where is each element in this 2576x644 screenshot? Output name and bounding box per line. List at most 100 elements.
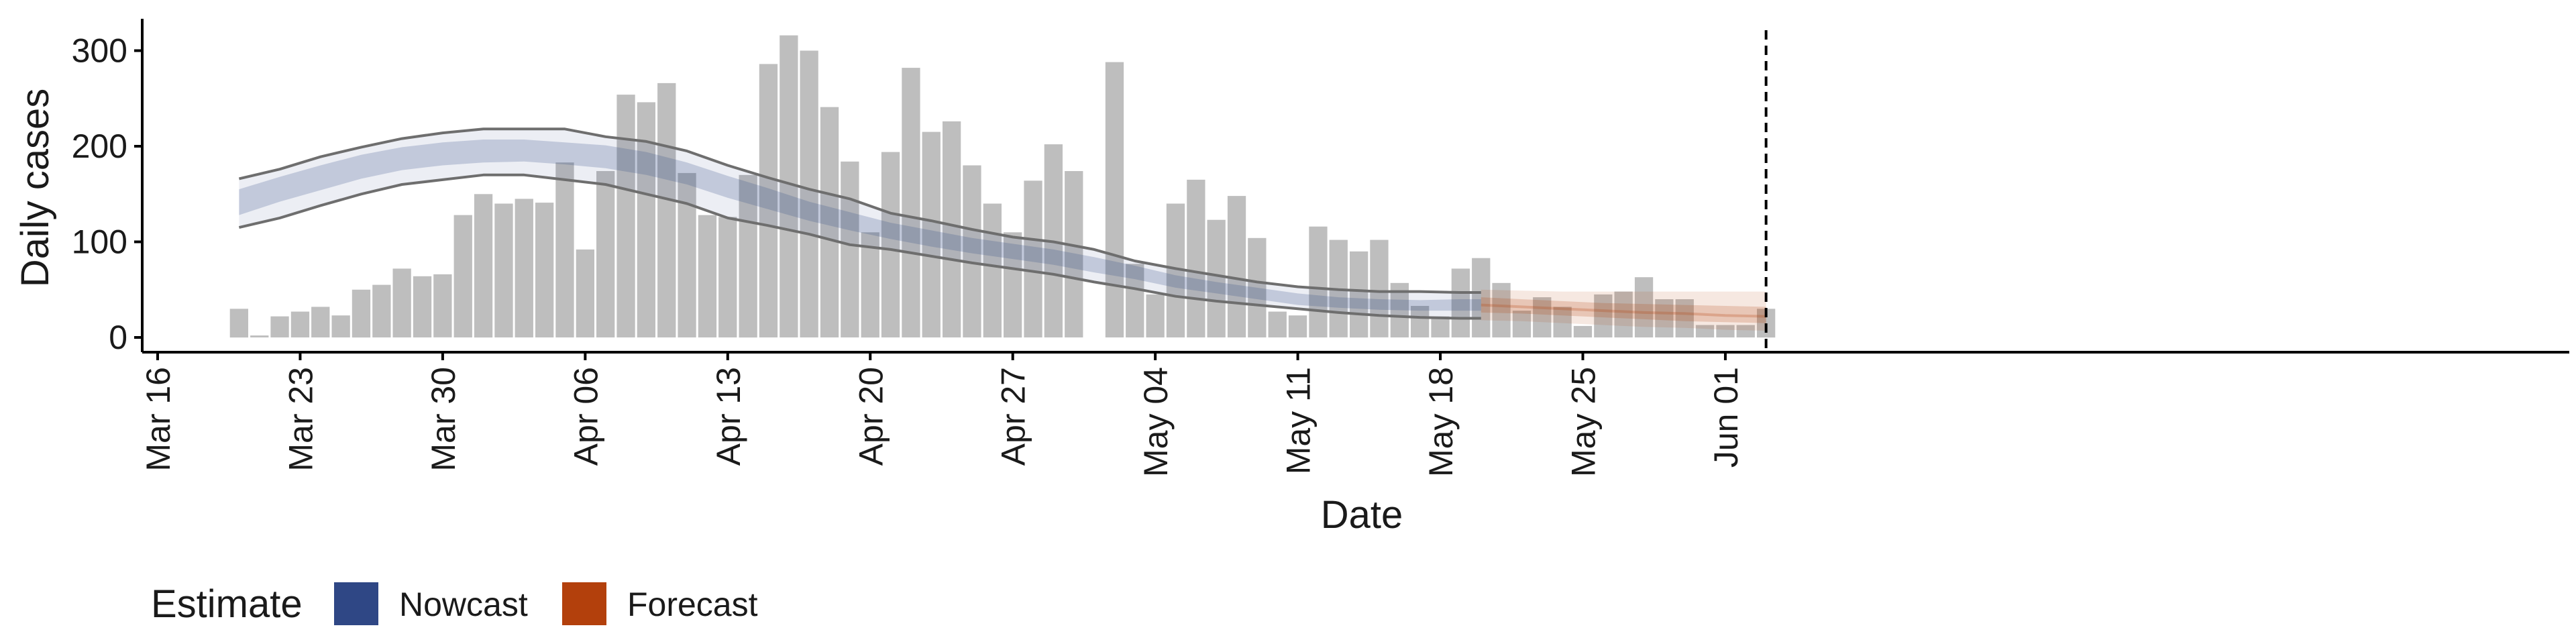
bar [718, 217, 737, 337]
legend-swatch-forecast [562, 582, 606, 625]
bar [637, 102, 655, 337]
bar [1614, 291, 1633, 337]
bar [1288, 315, 1307, 337]
bar [1533, 297, 1552, 337]
nowcast-outer-band [239, 129, 1481, 319]
bar [1065, 171, 1083, 337]
bar [311, 307, 330, 337]
bar [1105, 62, 1124, 337]
bar [453, 215, 472, 337]
bar [1675, 299, 1694, 337]
bar [331, 315, 350, 337]
x-tick-label: Apr 27 [995, 367, 1032, 466]
bar [1126, 264, 1144, 337]
forecast-median-line [1481, 303, 1766, 318]
x-tick-label: Jun 01 [1707, 367, 1745, 468]
bar [515, 199, 533, 337]
bar [983, 203, 1002, 337]
bar [1350, 251, 1368, 338]
x-axis-title: Date [1321, 493, 1403, 537]
bar [535, 203, 554, 337]
bar [372, 284, 391, 337]
bar [392, 268, 411, 337]
bar [270, 316, 289, 337]
nowcast-inner-band [239, 140, 1481, 311]
legend: Estimate Nowcast Forecast [151, 582, 758, 626]
x-tick-label: Mar 16 [140, 367, 177, 472]
bar [759, 64, 778, 338]
legend-label-forecast: Forecast [627, 586, 758, 623]
bar [922, 131, 941, 337]
forecast-outer-band [1481, 289, 1766, 331]
bar [1492, 282, 1511, 337]
bar [1187, 179, 1205, 337]
bar [1004, 232, 1022, 338]
bar [290, 311, 310, 337]
x-tick-label: May 18 [1422, 367, 1460, 477]
bar [861, 232, 879, 338]
x-tick-label: Mar 23 [282, 367, 319, 472]
forecast-inner-band [1481, 297, 1766, 323]
bar [576, 249, 594, 337]
bar [1716, 325, 1735, 337]
bar [1431, 316, 1450, 337]
bar [902, 68, 920, 337]
x-tick-label: Apr 20 [852, 367, 890, 466]
bar [943, 121, 961, 337]
bar [1411, 306, 1430, 337]
bar [1248, 237, 1267, 337]
bar [1655, 299, 1674, 337]
nowcast-upper-line [238, 127, 1481, 294]
bar [1594, 294, 1613, 337]
x-tick-label: May 04 [1137, 367, 1175, 477]
x-tick-label: May 25 [1565, 367, 1603, 477]
x-tick-label: Mar 30 [425, 367, 462, 472]
estimate-bands-layer [238, 127, 1766, 331]
x-tick-label: May 11 [1280, 367, 1318, 474]
bar [800, 50, 818, 337]
legend-title: Estimate [151, 582, 303, 626]
bar [841, 161, 859, 338]
bar [413, 276, 432, 337]
legend-label-nowcast: Nowcast [399, 586, 528, 623]
bar [1472, 258, 1491, 337]
bar [1573, 325, 1593, 337]
bar [820, 107, 839, 337]
x-tick-label: Apr 13 [710, 367, 747, 466]
y-tick-label: 0 [109, 319, 127, 356]
bar [1268, 311, 1287, 337]
bar [1227, 196, 1246, 337]
axes-layer: 0 100 200 300 Mar 16 Mar 23 Mar 30 Apr 06 Apr 13… [72, 19, 2569, 477]
bar [1512, 311, 1532, 337]
y-tick-label: 100 [72, 223, 127, 261]
x-tick-label: Apr 06 [567, 367, 604, 466]
nowcast-lower-line [238, 173, 1481, 320]
bars-layer [229, 35, 1776, 338]
bar [1553, 307, 1572, 337]
legend-swatch-nowcast [334, 582, 378, 625]
bar [678, 172, 696, 337]
bar [739, 174, 757, 338]
bar [1309, 226, 1328, 337]
bar [229, 309, 248, 338]
bar [433, 274, 452, 337]
bar [474, 194, 493, 338]
bar [657, 83, 676, 338]
bar [494, 203, 513, 337]
bar [1207, 219, 1226, 337]
bar [1146, 294, 1165, 337]
bar [352, 289, 371, 338]
bar [250, 335, 269, 337]
bar [555, 162, 574, 337]
bar [1736, 325, 1755, 337]
bar [963, 165, 981, 337]
bar [1370, 239, 1389, 337]
bar [1451, 268, 1470, 337]
bar [1634, 277, 1654, 337]
bar [1024, 180, 1042, 337]
bar [1695, 325, 1715, 337]
bar [698, 215, 717, 337]
y-tick-label: 300 [72, 32, 127, 70]
bar [881, 152, 900, 337]
